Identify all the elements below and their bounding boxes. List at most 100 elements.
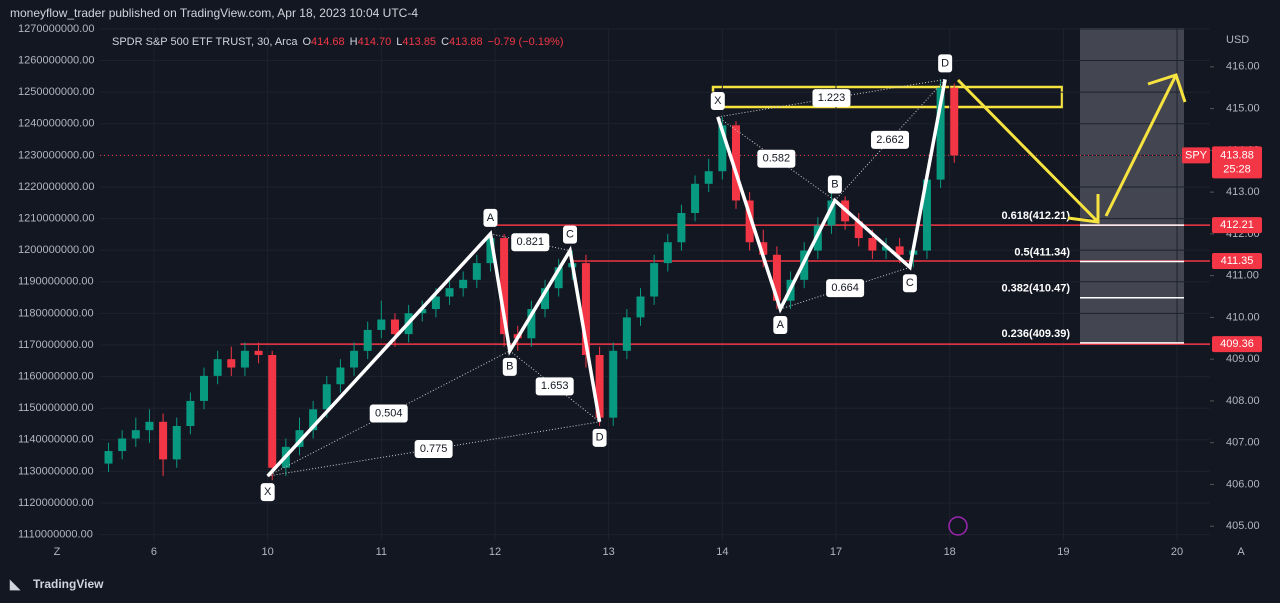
- y-tick-label: 415.00: [1226, 103, 1260, 115]
- level-tag-label: 412.21: [1220, 219, 1254, 231]
- candle-body: [759, 242, 768, 255]
- y-tick-label: 410.00: [1226, 311, 1260, 323]
- ratio-label: 2.662: [876, 134, 904, 146]
- point-label: X: [714, 95, 722, 107]
- candle-body: [486, 238, 495, 264]
- x-tick-label: 18: [944, 546, 956, 558]
- candle-body: [309, 409, 318, 431]
- point-label: D: [941, 57, 949, 69]
- candle-body: [936, 87, 945, 180]
- candle-body: [418, 309, 427, 314]
- point-box: [827, 175, 842, 194]
- candle-body: [718, 125, 727, 172]
- ratio-box: [511, 233, 550, 252]
- y2-tick-label: 1180000000.00: [18, 307, 94, 319]
- level-tag-label: 409.36: [1220, 338, 1254, 350]
- y-tick-label: 408.00: [1226, 395, 1260, 407]
- point-box: [260, 483, 275, 502]
- x-tick-label: 10: [262, 546, 274, 558]
- point-box: [502, 357, 517, 376]
- candle-body: [541, 288, 550, 310]
- legend-part: H: [350, 36, 358, 48]
- x-tick-label: 6: [151, 546, 157, 558]
- candle-body: [254, 350, 263, 355]
- legend-part: O: [302, 36, 311, 48]
- candle-body: [554, 267, 563, 289]
- point-label: B: [506, 361, 513, 373]
- ratio-box: [871, 130, 910, 149]
- candle-body: [213, 359, 222, 376]
- candle-body: [950, 87, 959, 156]
- y2-tick-label: 1120000000.00: [18, 497, 94, 509]
- candle-body: [663, 242, 672, 264]
- arrowhead: [1147, 73, 1187, 103]
- candle-body: [636, 296, 645, 318]
- candle-body: [827, 200, 836, 226]
- y2-tick-label: 1140000000.00: [18, 434, 94, 446]
- y2-tick-label: 1230000000.00: [18, 149, 94, 161]
- ratio-box: [826, 279, 865, 298]
- y-tick-label: 413.00: [1226, 186, 1260, 198]
- candle-body: [363, 329, 372, 351]
- axis-button[interactable]: Z: [54, 546, 61, 558]
- fib-label: 0.618(412.21): [1002, 210, 1071, 222]
- y2-tick-label: 1240000000.00: [18, 118, 94, 130]
- point-label: A: [777, 319, 785, 331]
- pattern-leg: [266, 230, 602, 478]
- y2-tick-label: 1200000000.00: [18, 244, 94, 256]
- y2-tick-label: 1110000000.00: [18, 529, 93, 541]
- y2-tick-label: 1220000000.00: [18, 181, 94, 193]
- fib-label: 0.236(409.39): [1002, 328, 1071, 340]
- ratio-box: [414, 439, 453, 458]
- candle-body: [350, 350, 359, 368]
- fib-label: 0.5(411.34): [1014, 246, 1070, 258]
- header: moneyflow_trader published on TradingVie…: [10, 6, 418, 20]
- candle-body: [322, 384, 331, 410]
- legend-part: 413.85: [402, 36, 436, 48]
- y2-tick-label: 1190000000.00: [18, 276, 94, 288]
- legend-part: 413.88: [449, 36, 483, 48]
- y-tick-label: 416.00: [1226, 61, 1260, 73]
- candle-body: [390, 319, 399, 335]
- fib-label: 0.382(410.47): [1002, 283, 1071, 295]
- candle-body: [240, 350, 249, 368]
- y2-tick-label: 1160000000.00: [18, 371, 94, 383]
- point-label: C: [566, 228, 574, 240]
- legend: SPDR S&P 500 ETF TRUST, 30, Arca O414.68 H…: [112, 36, 564, 48]
- logo: ◣: [9, 576, 21, 591]
- ratio-box: [535, 377, 574, 396]
- point-label: C: [906, 277, 914, 289]
- x-tick-label: 19: [1057, 546, 1069, 558]
- candle-body: [677, 213, 686, 243]
- candle-body: [377, 319, 386, 330]
- candle-body: [145, 421, 154, 431]
- level-tag: [1212, 253, 1262, 270]
- x-tick-label: 11: [376, 546, 387, 558]
- point-label: X: [264, 486, 272, 498]
- y-tick-label: 405.00: [1226, 520, 1260, 532]
- ratio-label: 0.582: [763, 153, 791, 165]
- y2-tick-label: 1260000000.00: [18, 54, 94, 66]
- candle-body: [131, 430, 140, 439]
- x-tick-label: 20: [1171, 546, 1183, 558]
- footer-brand: TradingView: [33, 577, 104, 591]
- candle-body: [581, 263, 590, 355]
- candle-body: [445, 288, 454, 297]
- candle-body: [500, 238, 509, 335]
- candle-body: [268, 354, 277, 468]
- candle-body: [227, 359, 236, 368]
- point-label: D: [596, 432, 604, 444]
- candle-body: [295, 430, 304, 447]
- point-box: [773, 316, 788, 335]
- y2-tick-label: 1150000000.00: [18, 402, 94, 414]
- candle-body: [200, 375, 209, 401]
- level-tag-label: 411.35: [1221, 255, 1254, 267]
- axis-button[interactable]: A: [1237, 546, 1245, 558]
- candle-body: [622, 317, 631, 351]
- ratio-label: 0.775: [420, 443, 448, 455]
- ratio-box: [812, 89, 851, 108]
- ratio-label: 0.821: [516, 236, 544, 248]
- flash-icon[interactable]: [948, 516, 968, 536]
- y2-tick-label: 1250000000.00: [18, 86, 94, 98]
- price-tag-label: 413.88: [1220, 149, 1254, 161]
